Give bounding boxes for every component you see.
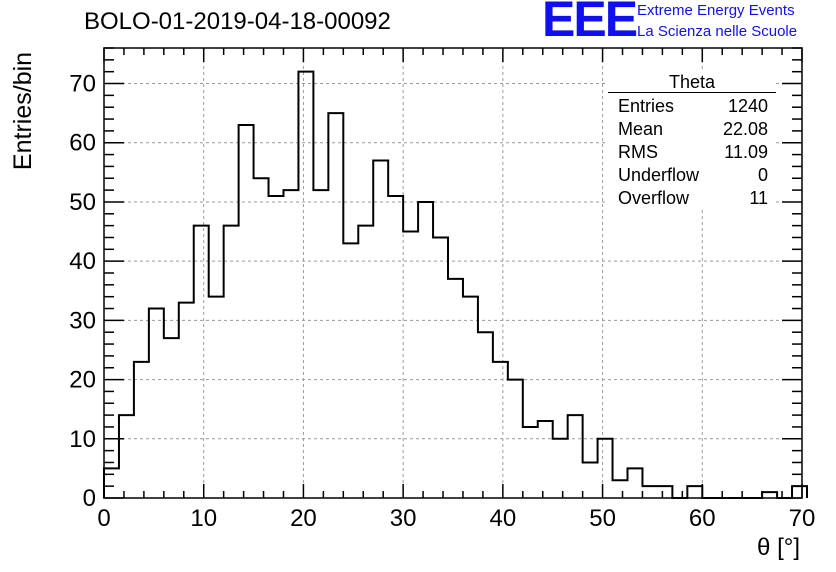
x-tick-label: 70 — [789, 505, 816, 532]
stats-row-mean: Mean 22.08 — [608, 118, 776, 141]
histogram-bin — [613, 480, 628, 498]
stats-row-entries: Entries 1240 — [608, 95, 776, 118]
histogram-bin — [239, 125, 254, 498]
histogram-bin — [448, 279, 463, 498]
project-name-line1: Extreme Energy Events — [637, 2, 795, 19]
histogram-bin — [254, 178, 269, 498]
y-tick-label: 50 — [69, 189, 96, 216]
x-tick-label: 30 — [390, 505, 417, 532]
histogram-bin — [553, 439, 568, 498]
histogram-bin — [493, 362, 508, 498]
y-tick-label: 10 — [69, 426, 96, 453]
histogram-bin — [403, 232, 418, 498]
stats-value: 11 — [749, 188, 768, 208]
y-axis-label: Entries/bin — [9, 51, 37, 171]
x-tick-label: 50 — [589, 505, 616, 532]
histogram-bin — [328, 113, 343, 498]
y-tick-label: 0 — [83, 485, 96, 512]
histogram-bin — [657, 486, 672, 498]
stats-row-overflow: Overflow 11 — [608, 187, 776, 210]
histogram-bin — [358, 226, 373, 498]
histogram-bin — [104, 468, 119, 498]
stats-value: 0 — [757, 165, 768, 185]
histogram-bin — [792, 486, 807, 498]
stats-row-rms: RMS 11.09 — [608, 141, 776, 164]
histogram-bin — [179, 303, 194, 498]
y-tick-label: 60 — [69, 130, 96, 157]
histogram-bin — [343, 243, 358, 498]
stats-row-underflow: Underflow 0 — [608, 164, 776, 187]
stats-box: Theta Entries 1240 Mean 22.08 RMS 11.09 … — [608, 72, 776, 210]
histogram-bin — [478, 332, 493, 498]
histogram-bin — [433, 237, 448, 498]
stats-value: 1240 — [727, 96, 768, 116]
histogram-bin — [313, 190, 328, 498]
histogram-bin — [209, 297, 224, 498]
stats-label: Underflow — [618, 165, 700, 185]
x-tick-label: 0 — [97, 505, 110, 532]
tick-labels: 0 10 20 30 40 50 60 70 0 10 20 30 40 50 60 70 — [69, 71, 815, 532]
stats-label: RMS — [618, 142, 658, 162]
x-axis-label: θ [°] — [757, 534, 800, 561]
histogram-bin — [194, 226, 209, 498]
histogram-bin — [224, 226, 239, 498]
x-tick-label: 60 — [689, 505, 716, 532]
x-tick-label: 10 — [190, 505, 217, 532]
stats-label: Mean — [618, 119, 664, 139]
histogram-bin — [269, 196, 284, 498]
histogram-bin — [628, 468, 643, 498]
stats-value: 11.09 — [724, 142, 768, 162]
stats-divider — [608, 92, 776, 93]
histogram-bin — [568, 415, 583, 498]
stats-value: 22.08 — [722, 119, 768, 139]
histogram-bin — [538, 421, 553, 498]
y-tick-label: 30 — [69, 307, 96, 334]
histogram-bin — [687, 486, 702, 498]
stats-title: Theta — [668, 72, 716, 92]
histogram-bin — [418, 202, 433, 498]
histogram-bin — [134, 362, 149, 498]
histogram-bin — [762, 492, 777, 498]
histogram-bin — [119, 415, 134, 498]
histogram-bin — [583, 462, 598, 498]
histogram-bin — [149, 309, 164, 498]
eee-logo: EEE — [542, 0, 638, 47]
histogram-bin — [508, 380, 523, 498]
histogram-bin — [463, 297, 478, 498]
histogram-bin — [642, 486, 657, 498]
histogram-bin — [523, 427, 538, 498]
histogram-bin — [388, 196, 403, 498]
histogram-bin — [373, 161, 388, 499]
x-tick-label: 20 — [290, 505, 317, 532]
histogram-outline — [103, 70, 808, 499]
run-title: BOLO-01-2019-04-18-00092 — [84, 8, 391, 35]
histogram-series — [103, 70, 808, 499]
histogram-bin — [283, 190, 298, 498]
histogram-bin — [164, 338, 179, 498]
axis-ticks — [103, 47, 803, 499]
histogram-bin — [298, 72, 313, 498]
y-tick-label: 20 — [69, 367, 96, 394]
histogram-bin — [598, 439, 613, 498]
x-tick-label: 40 — [490, 505, 517, 532]
stats-label: Overflow — [618, 188, 690, 208]
y-tick-label: 40 — [69, 248, 96, 275]
stats-label: Entries — [618, 96, 675, 116]
project-name-line2: La Scienza nelle Scuole — [637, 23, 798, 40]
y-tick-label: 70 — [69, 71, 96, 98]
